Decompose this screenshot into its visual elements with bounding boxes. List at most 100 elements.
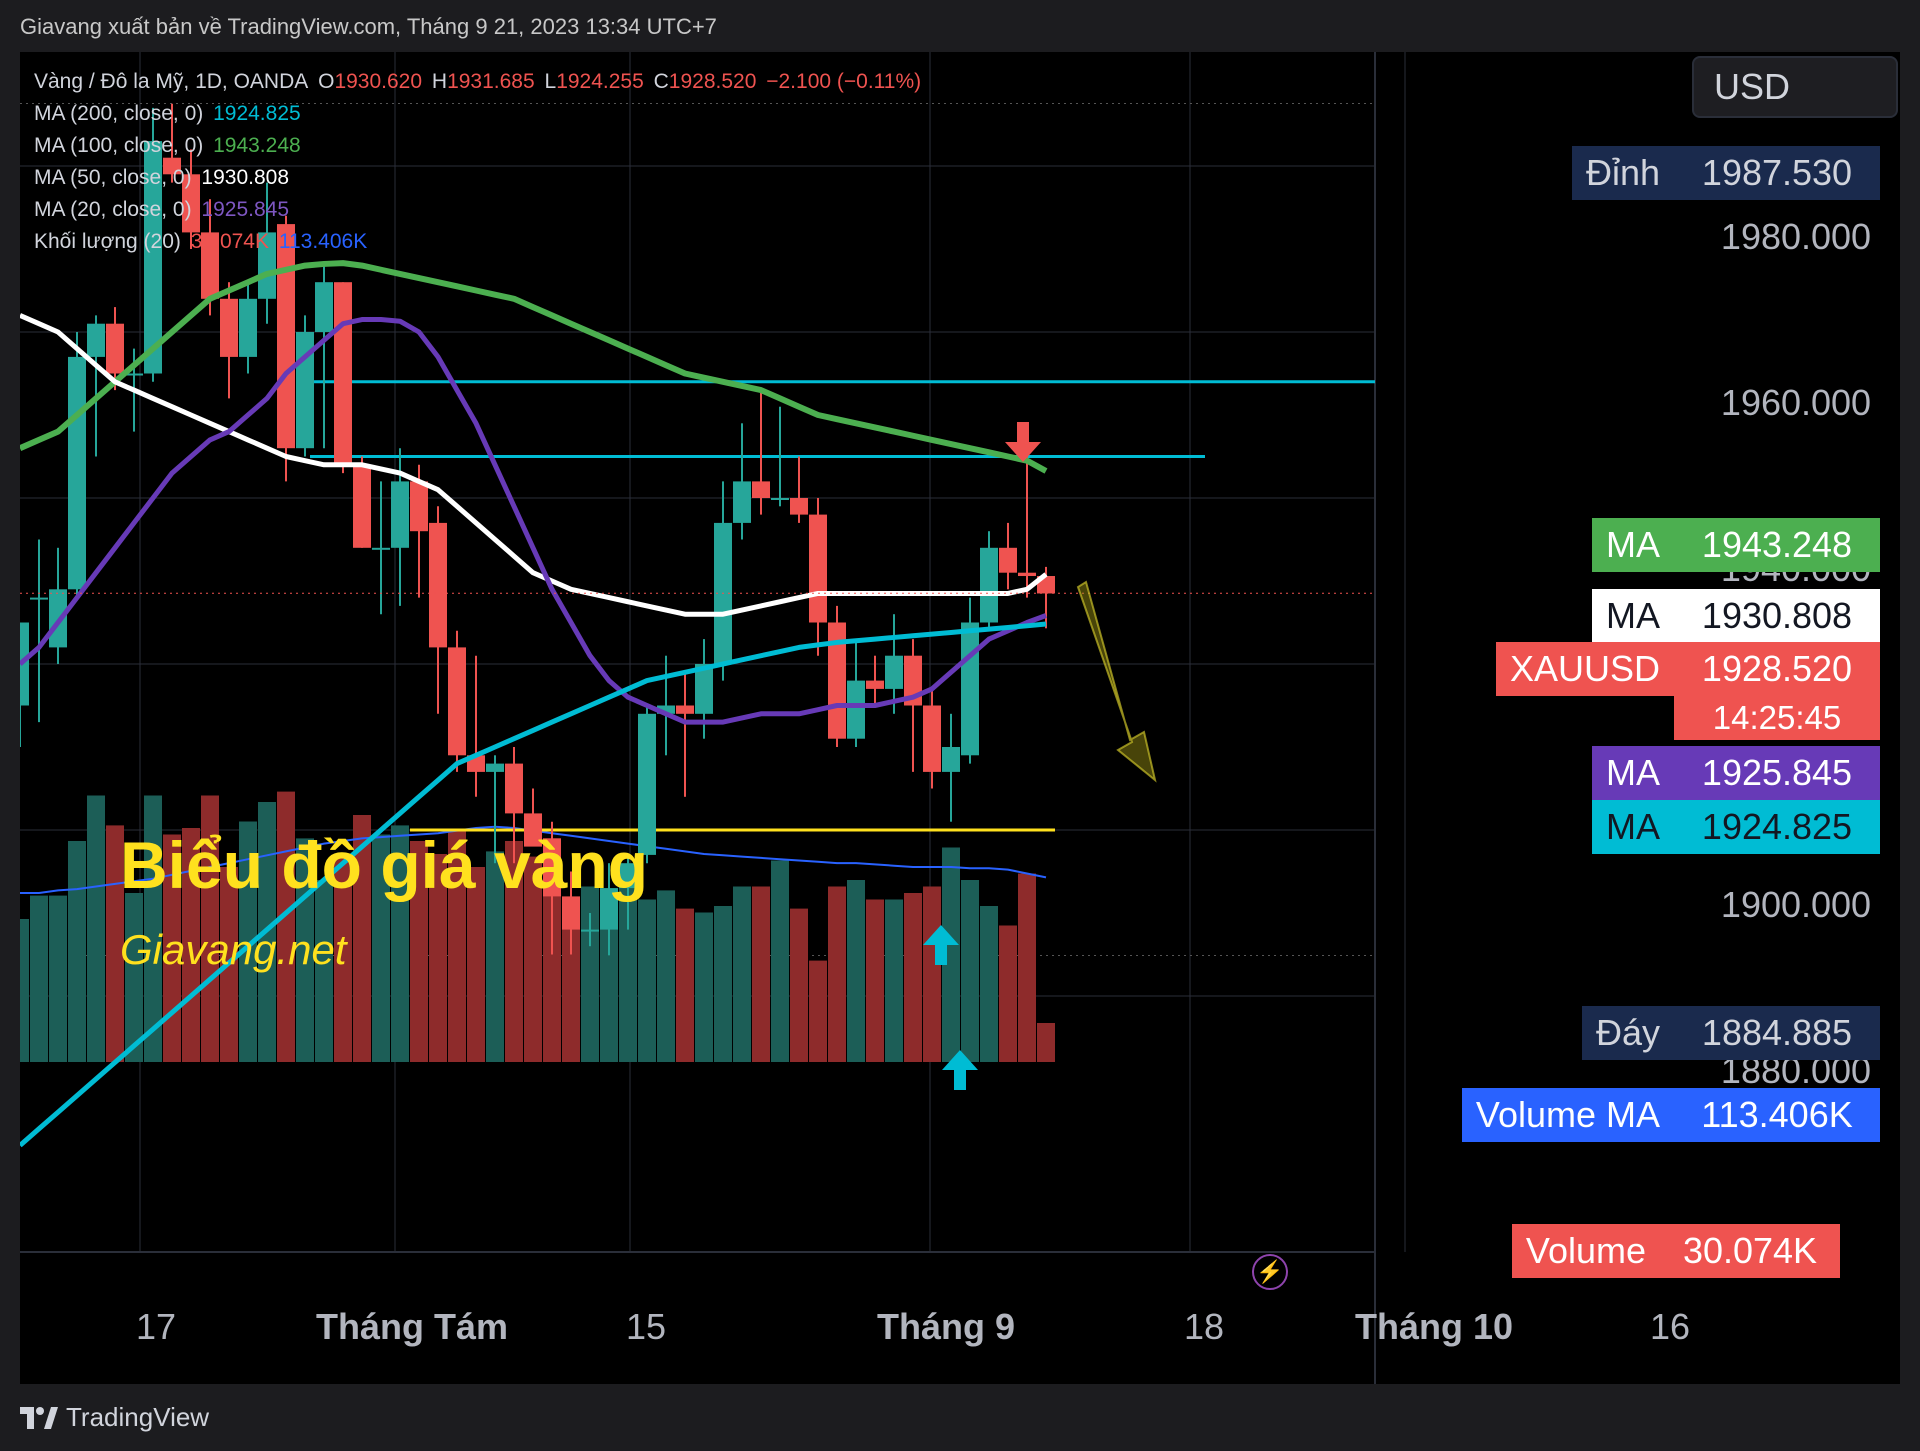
legend-open-value: 1930.620	[334, 70, 423, 93]
candle-body	[30, 597, 48, 600]
volume-bar	[49, 895, 67, 1062]
volume-bar	[543, 873, 561, 1062]
candle-body	[429, 522, 447, 648]
ma100-line	[20, 260, 1048, 474]
candle-body	[790, 498, 808, 515]
candle-body	[125, 373, 143, 376]
candle-body	[448, 647, 466, 756]
volume-bar	[885, 899, 903, 1062]
legend-close-label: C	[653, 70, 669, 93]
volume-bar	[809, 960, 827, 1062]
volume-bar	[961, 880, 979, 1062]
legend-ma100[interactable]: MA (100, close, 0) 1943.248	[34, 134, 305, 158]
badge-countdown-value: 14:25:45	[1674, 696, 1880, 740]
volume-bar	[733, 886, 751, 1062]
candle-body	[733, 481, 751, 523]
candle-body	[410, 481, 428, 532]
volume-bar	[315, 880, 333, 1062]
legend-symbol-title: Vàng / Đô la Mỹ, 1D, OANDA	[34, 70, 309, 93]
legend-ma100-value: 1943.248	[213, 134, 301, 157]
badge-volume-ma: Volume MA 113.406K	[1461, 1088, 1880, 1142]
x-tick-16: 16	[1649, 1306, 1691, 1347]
candle-body	[923, 705, 941, 772]
badge-ma20-value: 1925.845	[1674, 746, 1880, 800]
candle-body	[239, 298, 257, 357]
badge-ma100: MA 1943.248	[1592, 518, 1880, 572]
volume-bar	[600, 899, 618, 1062]
volume-bar	[923, 886, 941, 1062]
badge-last-price: XAUUSD 1928.520	[1495, 642, 1880, 696]
volume-bar	[391, 825, 409, 1062]
candle-body	[163, 157, 181, 175]
legend-ma50[interactable]: MA (50, close, 0) 1930.808	[34, 166, 293, 190]
volume-bar	[980, 906, 998, 1062]
badge-ma50: MA 1930.808	[1592, 589, 1880, 643]
volume-bar	[657, 890, 675, 1062]
volume-bar	[676, 908, 694, 1062]
candle-body	[486, 763, 504, 772]
lightning-icon[interactable]: ⚡	[1252, 1254, 1288, 1290]
candle-body	[942, 747, 960, 772]
badge-ma100-value: 1943.248	[1674, 518, 1880, 572]
legend-ma20-value: 1925.845	[201, 198, 289, 221]
currency-button[interactable]: USD	[1692, 56, 1898, 118]
y-tick-1900: 1900.000	[1720, 884, 1872, 925]
volume-bar	[790, 908, 808, 1062]
candle-body	[847, 680, 865, 739]
volume-bar	[239, 821, 257, 1062]
ma200-line	[20, 621, 1047, 1148]
ma50-line	[20, 313, 1048, 617]
tradingview-logo-icon	[20, 1406, 58, 1429]
volume-bar	[942, 847, 960, 1062]
candle-body	[353, 464, 371, 548]
badge-ma20-name: MA	[1592, 746, 1674, 800]
candle-body	[866, 680, 884, 689]
volume-bar	[429, 854, 447, 1062]
tradingview-brand: TradingView	[66, 1402, 210, 1432]
y-tick-1960: 1960.000	[1720, 382, 1872, 423]
volume-bar	[410, 841, 428, 1062]
chart-panel[interactable]: Vàng / Đô la Mỹ, 1D, OANDA O1930.620 H19…	[20, 52, 1900, 1384]
legend-ma20-label: MA (20, close, 0)	[34, 198, 192, 221]
candle-body	[562, 896, 580, 930]
y-tick-1980: 1980.000	[1720, 216, 1872, 257]
badge-volume: Volume 30.074K	[1511, 1224, 1840, 1278]
candle-body	[20, 622, 29, 706]
volume-bar	[334, 857, 352, 1062]
candle-body	[334, 282, 352, 465]
candle-body	[277, 224, 295, 449]
price-chart[interactable]	[20, 52, 1900, 1384]
up-arrow-icon-volume	[942, 1050, 978, 1090]
candle-body	[144, 141, 162, 374]
volume-bar	[486, 851, 504, 1062]
legend-ma50-value: 1930.808	[201, 166, 289, 189]
legend-high-value: 1931.685	[447, 70, 535, 93]
volume-bar	[999, 925, 1017, 1062]
candle-body	[619, 863, 637, 889]
ma20-line	[20, 317, 1047, 725]
candle-body	[106, 323, 124, 374]
x-tick-thang-9: Tháng 9	[876, 1306, 1016, 1347]
candle-body	[258, 232, 276, 299]
candle-body	[1018, 572, 1036, 577]
volume-bar	[771, 860, 789, 1062]
volume-bar	[467, 867, 485, 1062]
volume-bar	[68, 841, 86, 1062]
volume-bar	[505, 841, 523, 1062]
legend-volume[interactable]: Khối lượng (20) 30.074K 113.406K	[34, 230, 371, 254]
legend-ma50-label: MA (50, close, 0)	[34, 166, 192, 189]
badge-low-value: 1884.885	[1674, 1006, 1880, 1060]
candle-body	[315, 282, 333, 332]
candle-body	[638, 713, 656, 855]
badge-high-value: 1987.530	[1674, 146, 1880, 200]
volume-bar	[1037, 1023, 1055, 1062]
badge-ma200-value: 1924.825	[1674, 800, 1880, 854]
volume-bar	[372, 834, 390, 1062]
legend-ma200[interactable]: MA (200, close, 0) 1924.825	[34, 102, 305, 126]
volume-bar	[1018, 873, 1036, 1062]
volume-bar	[353, 815, 371, 1062]
badge-low-name: Đáy	[1581, 1006, 1674, 1060]
tradingview-logo[interactable]: TradingView	[20, 1402, 209, 1433]
legend-ma20[interactable]: MA (20, close, 0) 1925.845	[34, 198, 293, 222]
candle-body	[182, 174, 200, 233]
